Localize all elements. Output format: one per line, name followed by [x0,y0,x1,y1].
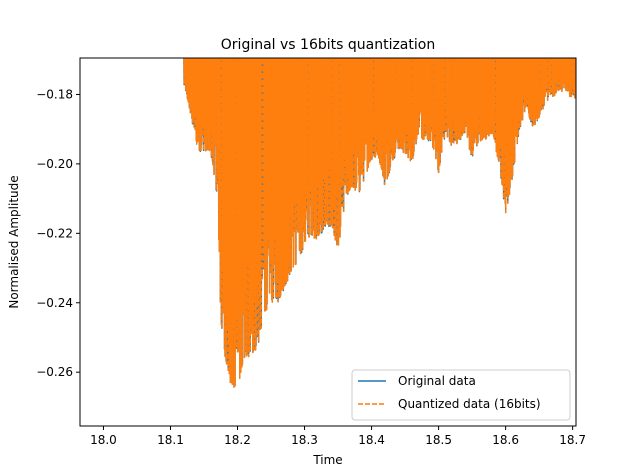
x-tick-label: 18.4 [358,433,385,447]
y-axis: −0.18 −0.20 −0.22 −0.24 −0.26 [36,87,80,379]
legend-label-original: Original data [398,374,476,388]
legend-box [351,369,571,421]
y-tick-label: −0.22 [36,226,73,240]
y-tick-label: −0.20 [36,157,73,171]
x-tick-label: 18.2 [224,433,251,447]
x-axis: 18.0 18.1 18.2 18.3 18.4 18.5 18.6 18.7 [90,426,586,447]
x-tick-label: 18.6 [492,433,519,447]
legend: Original data Quantized data (16bits) [351,369,571,421]
x-axis-label: Time [312,453,342,467]
y-tick-label: −0.18 [36,87,73,101]
x-tick-label: 18.0 [90,433,117,447]
x-tick-label: 18.3 [291,433,318,447]
x-tick-label: 18.1 [157,433,184,447]
x-tick-label: 18.7 [559,433,586,447]
plot-frame [79,57,577,427]
y-axis-label: Normalised Amplitude [7,175,21,308]
chart-title: Original vs 16bits quantization [221,37,435,53]
legend-label-quantized: Quantized data (16bits) [398,397,541,411]
x-tick-label: 18.5 [425,433,452,447]
y-tick-label: −0.24 [36,296,73,310]
y-tick-label: −0.26 [36,365,73,379]
